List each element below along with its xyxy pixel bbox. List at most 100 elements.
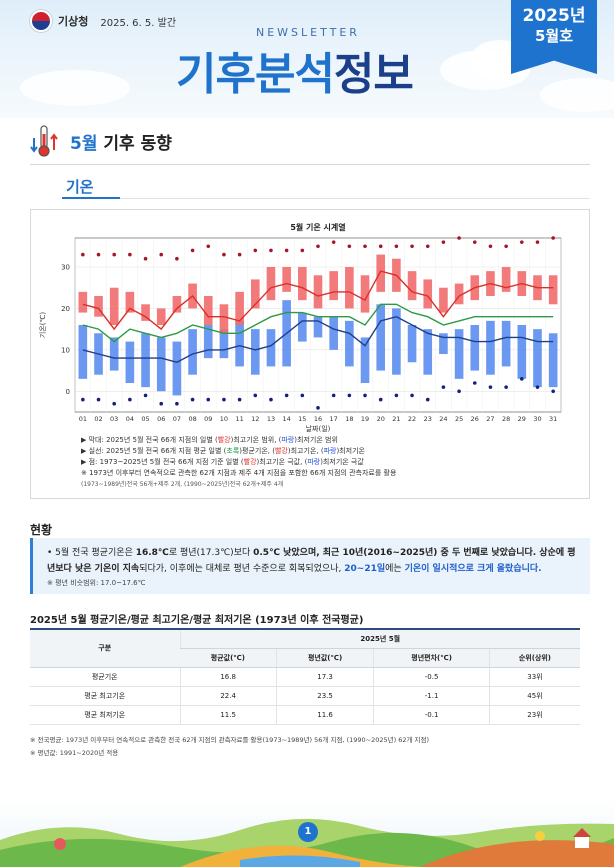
x-tick-label: 11 <box>235 415 243 423</box>
max-range-bar <box>172 296 182 313</box>
x-tick-label: 24 <box>439 415 447 423</box>
chart-note-periods: (1973~1989년)전국 56개+제주 2개, (1990~2025년)전국… <box>81 481 284 488</box>
table-header-col: 평균값(℃) <box>180 648 277 668</box>
extreme-min-point <box>425 397 430 402</box>
min-range-bar <box>360 337 370 383</box>
section-title: 5월 기후 동향 <box>70 129 172 154</box>
summary-heading: 현황 <box>30 523 53 537</box>
title-part-1: 기후분석 <box>176 49 335 100</box>
extreme-min-point <box>96 397 101 402</box>
page-number: 1 <box>298 822 318 842</box>
extreme-min-point <box>394 393 399 398</box>
min-range-bar <box>470 325 480 371</box>
extreme-min-point <box>190 397 195 402</box>
row-label: 평균기온 <box>30 667 180 687</box>
y-tick-label: 10 <box>61 346 70 354</box>
max-range-bar <box>298 267 307 301</box>
x-tick-label: 23 <box>424 415 432 423</box>
x-tick-label: 08 <box>188 415 196 423</box>
extreme-min-point <box>441 385 446 389</box>
extreme-max-point <box>96 252 101 257</box>
max-range-bar <box>376 254 386 292</box>
max-range-bar <box>235 291 244 325</box>
chart-note-dots: ▶ 점: 1973~2025년 5월 전국 66개 지점 기준 일별 (빨강)최… <box>81 458 364 466</box>
min-range-bar <box>407 325 417 363</box>
min-range-bar <box>141 333 150 388</box>
max-range-bar <box>156 308 166 325</box>
x-tick-label: 17 <box>330 415 338 423</box>
min-range-bar <box>486 320 495 375</box>
extreme-max-point <box>206 244 211 249</box>
max-range-bar <box>501 267 511 292</box>
min-range-bar <box>533 329 542 388</box>
min-range-bar <box>125 341 135 383</box>
extreme-min-point <box>472 381 477 385</box>
cell: -1.1 <box>373 686 490 706</box>
section-heading: 5월 기후 동향 <box>30 124 590 165</box>
extreme-min-point <box>520 377 524 381</box>
x-tick-label: 18 <box>345 415 353 423</box>
table-header-col: 평년편차(℃) <box>373 648 490 668</box>
extreme-max-point <box>504 244 508 249</box>
extreme-max-point <box>269 248 273 253</box>
tab-divider <box>120 198 590 199</box>
section-divider <box>30 164 590 165</box>
extreme-min-point <box>237 397 242 402</box>
extreme-max-point <box>441 240 446 244</box>
cell: 16.8 <box>179 667 277 687</box>
extreme-min-point <box>347 393 352 398</box>
cell: 17.3 <box>275 667 374 687</box>
publish-date: 2025. 6. 5. 발간 <box>100 17 177 29</box>
cell: -0.1 <box>373 705 490 725</box>
extreme-min-point <box>331 393 336 398</box>
extreme-max-point <box>253 248 258 253</box>
max-range-bar <box>423 279 433 309</box>
x-tick-label: 12 <box>251 415 259 423</box>
avg-mean-line <box>82 303 554 343</box>
max-range-bar <box>439 287 448 313</box>
extreme-max-point <box>425 244 430 249</box>
min-range-bar <box>454 329 464 379</box>
extreme-max-point <box>300 248 305 253</box>
cell: 23위 <box>488 705 580 725</box>
x-tick-label: 04 <box>126 415 134 423</box>
extreme-min-point <box>81 397 85 402</box>
extreme-min-point <box>175 401 179 406</box>
extreme-max-point <box>472 240 477 244</box>
thermometer-icon <box>30 125 58 157</box>
max-range-bar <box>219 304 229 334</box>
max-range-bar <box>78 291 88 313</box>
min-range-bar <box>376 304 386 371</box>
issue-year: 2025년 <box>522 6 586 26</box>
extreme-max-point <box>488 244 493 249</box>
cell: 22.4 <box>179 686 277 706</box>
x-tick-label: 21 <box>392 415 400 423</box>
chart-note-stations: ※ 1973년 이후부터 연속적으로 관측한 62개 지점과 제주 4개 지점을… <box>81 469 397 477</box>
x-tick-label: 19 <box>361 415 369 423</box>
temperature-timeseries-chart: 5월 기온 시계열 0 10 20 30 기온(℃) 01 02 03 04 05 06 07 08 09 1… <box>38 222 562 433</box>
x-tick-label: 02 <box>94 415 102 423</box>
extreme-max-point <box>535 240 540 244</box>
newsletter-label: NEWSLETTER <box>256 26 360 39</box>
extreme-max-point <box>128 252 132 257</box>
tab-label: 기온 <box>66 178 94 196</box>
x-tick-label: 30 <box>533 415 541 423</box>
extreme-max-point <box>175 256 179 261</box>
cell: 11.6 <box>275 705 374 725</box>
x-tick-label: 16 <box>314 415 322 423</box>
x-axis-label: 날짜(일) <box>306 424 331 433</box>
x-tick-label: 13 <box>267 415 275 423</box>
extreme-min-point <box>269 397 273 402</box>
extreme-min-point <box>410 393 414 398</box>
y-tick-label: 0 <box>66 388 70 396</box>
x-tick-label: 22 <box>408 415 416 423</box>
max-range-bar <box>141 304 150 321</box>
page-title: 기후분석정보 <box>176 38 414 102</box>
min-range-bar <box>517 325 527 379</box>
extreme-max-point <box>551 236 555 240</box>
min-range-bar <box>250 329 260 375</box>
table-header-period: 2025년 5월 <box>179 628 580 649</box>
extreme-max-point <box>394 244 399 249</box>
table-row: 평균 최저기온 11.5 11.6 -0.1 23위 <box>30 705 580 725</box>
extreme-max-point <box>331 240 336 244</box>
